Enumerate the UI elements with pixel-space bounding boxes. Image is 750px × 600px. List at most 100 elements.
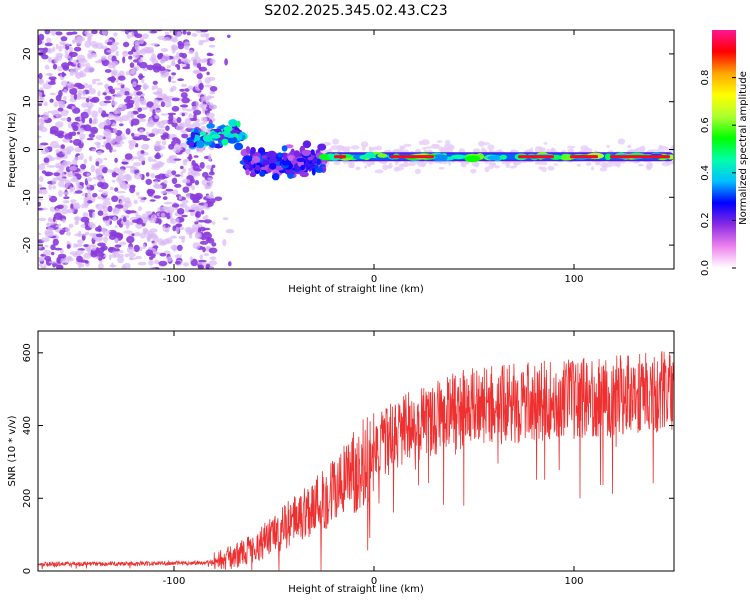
colorbar-tick-label: 0.8 — [700, 70, 711, 86]
noise-speckle — [182, 30, 187, 35]
noise-speckle — [119, 117, 124, 123]
noise-speckle — [209, 265, 214, 269]
noise-speckle — [154, 175, 161, 179]
spectrogram-y-axis: -20 -10 0 10 20 — [22, 48, 674, 253]
noise-speckle — [68, 131, 73, 137]
halo-speckle — [330, 145, 340, 151]
noise-speckle — [63, 196, 70, 200]
halo-speckle — [543, 142, 548, 145]
noise-speckle — [154, 109, 162, 113]
noise-speckle — [166, 256, 173, 263]
noise-speckle — [112, 207, 120, 215]
carrier-peak — [570, 155, 598, 159]
noise-speckle — [114, 108, 122, 114]
noise-speckle — [198, 82, 204, 91]
noise-speckle — [154, 114, 160, 120]
noise-speckle — [110, 262, 115, 268]
signal-blob — [267, 150, 277, 159]
noise-speckle — [209, 91, 215, 95]
noise-speckle — [123, 173, 131, 180]
noise-speckle — [74, 221, 79, 225]
noise-speckle — [91, 110, 99, 118]
noise-speckle — [118, 250, 124, 253]
noise-speckle — [40, 147, 50, 155]
noise-speckle — [181, 97, 190, 104]
noise-speckle — [47, 217, 53, 221]
noise-speckle — [86, 192, 92, 198]
noise-speckle — [38, 263, 43, 267]
noise-speckle — [154, 91, 163, 96]
halo-speckle — [471, 161, 480, 167]
noise-speckle — [114, 225, 118, 228]
noise-speckle — [154, 180, 159, 185]
noise-speckle — [95, 135, 104, 140]
noise-speckle — [206, 112, 215, 119]
noise-speckle — [208, 247, 218, 254]
noise-speckle — [130, 169, 135, 174]
noise-speckle — [189, 256, 193, 262]
noise-speckle — [139, 232, 147, 239]
halo-speckle — [487, 144, 495, 151]
noise-speckle — [162, 238, 170, 245]
noise-speckle — [179, 144, 184, 147]
noise-speckle — [43, 249, 52, 256]
noise-speckle — [69, 166, 77, 171]
noise-speckle — [151, 159, 157, 163]
noise-speckle — [66, 231, 72, 236]
noise-speckle — [55, 31, 63, 36]
noise-speckle — [145, 47, 152, 54]
halo-speckle — [576, 163, 581, 167]
noise-speckle — [108, 247, 114, 251]
noise-speckle — [119, 182, 128, 189]
noise-speckle — [124, 253, 129, 258]
noise-speckle — [109, 88, 116, 95]
noise-speckle — [204, 77, 211, 84]
noise-speckle — [184, 118, 192, 125]
noise-speckle — [100, 55, 107, 61]
noise-speckle — [191, 56, 198, 62]
carrier-peak — [390, 155, 434, 159]
noise-speckle — [88, 32, 93, 38]
halo-speckle — [403, 143, 412, 147]
signal-blob — [274, 166, 284, 171]
halo-speckle — [567, 148, 575, 153]
noise-speckle — [102, 92, 107, 96]
signal-blob — [206, 123, 215, 129]
noise-speckle — [171, 45, 176, 50]
spectrogram-x-axis: -100 0 100 — [163, 30, 584, 285]
noise-speckle — [182, 186, 190, 193]
noise-speckle — [171, 105, 180, 112]
noise-speckle — [88, 155, 93, 162]
noise-speckle — [38, 201, 41, 207]
signal-blob — [301, 149, 311, 157]
halo-speckle — [658, 144, 663, 150]
noise-speckle — [209, 256, 217, 261]
noise-speckle — [103, 157, 108, 161]
noise-speckle — [70, 94, 75, 98]
halo-speckle — [406, 163, 416, 167]
halo-speckle — [538, 166, 544, 170]
noise-speckle — [157, 206, 166, 213]
noise-speckle — [61, 160, 69, 168]
halo-speckle — [512, 160, 522, 166]
noise-speckle — [171, 80, 177, 84]
noise-speckle — [58, 45, 63, 52]
signal-blob — [236, 120, 241, 128]
noise-speckle — [66, 244, 71, 249]
noise-speckle — [72, 125, 79, 132]
noise-speckle — [125, 165, 134, 169]
signal-blob — [228, 119, 238, 127]
noise-speckle — [182, 168, 187, 174]
noise-speckle — [139, 128, 144, 134]
noise-speckle — [150, 43, 159, 46]
noise-speckle — [98, 107, 103, 114]
noise-speckle — [153, 245, 159, 249]
noise-speckle — [82, 193, 86, 197]
noise-speckle — [138, 61, 148, 69]
noise-speckle — [205, 33, 210, 37]
colorbar-tick-label: 0.6 — [700, 117, 711, 133]
noise-speckle — [159, 58, 166, 64]
spectrogram-ylabel: Frequency (Hz) — [7, 112, 18, 188]
noise-speckle — [113, 32, 118, 37]
noise-speckle — [51, 109, 60, 116]
